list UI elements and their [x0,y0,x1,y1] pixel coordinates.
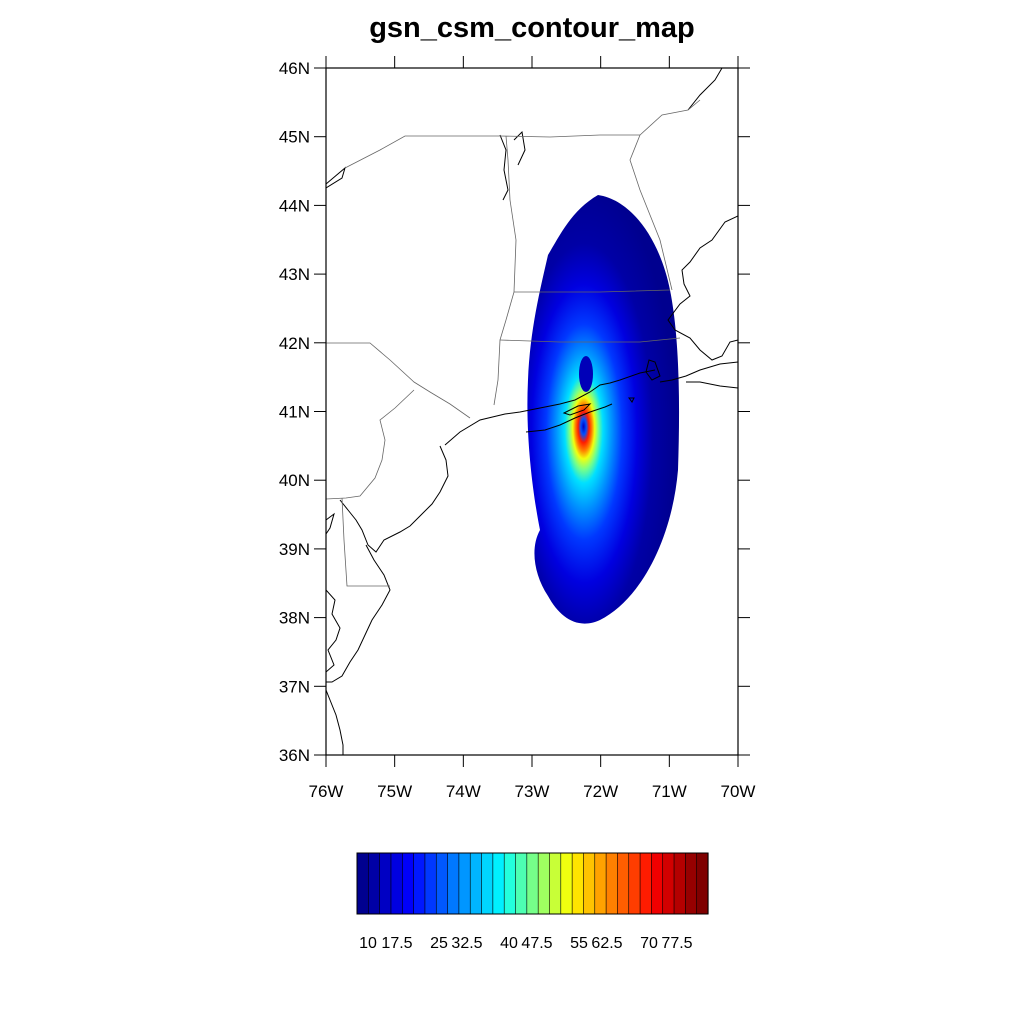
colorbar-swatch [481,852,494,915]
colorbar: 10 17.5 25 32.5 40 47.5 55 62.5 70 77.5 [356,852,709,952]
colorbar-swatch [390,852,403,915]
cyclone-eye [579,356,593,392]
lon-tick-label: 74W [446,782,481,801]
colorbar-label: 10 [359,935,377,952]
lat-tick-label: 38N [279,609,310,628]
colorbar-swatch [469,852,483,915]
lat-tick-label: 36N [279,746,310,765]
colorbar-swatch [515,852,528,915]
colorbar-swatch [492,852,505,915]
colorbar-frame [356,852,709,915]
lat-tick-label: 37N [279,677,310,696]
axis-ticks: 46N 45N 44N 43N 42N 41N 40N 39N 38N 37N 36N 76W 75W 7… [279,56,756,801]
colorbar-label: 47.5 [521,935,552,952]
colorbar-swatch [594,852,607,915]
lat-tick-label: 41N [279,403,310,422]
cyclone-field-shape [527,195,680,624]
lat-tick-label: 44N [279,196,310,215]
colorbar-swatch [537,852,551,915]
lon-tick-label: 70W [721,782,756,801]
colorbar-swatch [571,852,585,915]
colorbar-swatch [413,852,426,915]
colorbar-label: 17.5 [381,935,412,952]
colorbar-swatch [696,852,709,915]
colorbar-swatch [526,852,539,915]
lon-tick-label: 76W [309,782,344,801]
map-title: gsn_csm_contour_map [369,12,695,44]
colorbar-swatch [356,852,369,915]
contour-field [527,195,680,624]
colorbar-label: 77.5 [661,935,692,952]
colorbar-swatch [424,852,437,915]
colorbar-swatch [651,852,664,915]
colorbar-swatch [549,852,562,915]
colorbar-label: 55 [570,935,588,952]
colorbar-label: 25 [430,935,448,952]
colorbar-label: 70 [640,935,658,952]
colorbar-swatch [435,852,449,915]
lat-tick-label: 40N [279,471,310,490]
coastlines [326,68,738,755]
colorbar-swatch [673,852,686,915]
colorbar-swatch [458,852,471,915]
colorbar-swatch [639,852,652,915]
lon-tick-label: 73W [515,782,550,801]
lat-tick-label: 45N [279,128,310,147]
colorbar-swatch [379,852,392,915]
colorbar-swatch [685,852,698,915]
lat-tick-label: 43N [279,265,310,284]
lon-tick-label: 72W [583,782,618,801]
lon-tick-label: 71W [652,782,687,801]
colorbar-swatch [503,852,517,915]
lon-tick-label: 75W [377,782,412,801]
lat-tick-label: 39N [279,540,310,559]
lat-tick-label: 46N [279,59,310,78]
colorbar-swatch [617,852,630,915]
colorbar-label: 32.5 [451,935,482,952]
colorbar-swatch [368,852,381,915]
colorbar-swatch [401,852,415,915]
colorbar-swatch [662,852,675,915]
lat-tick-label: 42N [279,334,310,353]
colorbar-swatch [560,852,573,915]
colorbar-swatch [583,852,596,915]
colorbar-swatch [628,852,641,915]
state-boundaries [326,99,701,587]
colorbar-swatch [447,852,460,915]
colorbar-label: 40 [500,935,518,952]
colorbar-label: 62.5 [591,935,622,952]
colorbar-swatch [605,852,619,915]
